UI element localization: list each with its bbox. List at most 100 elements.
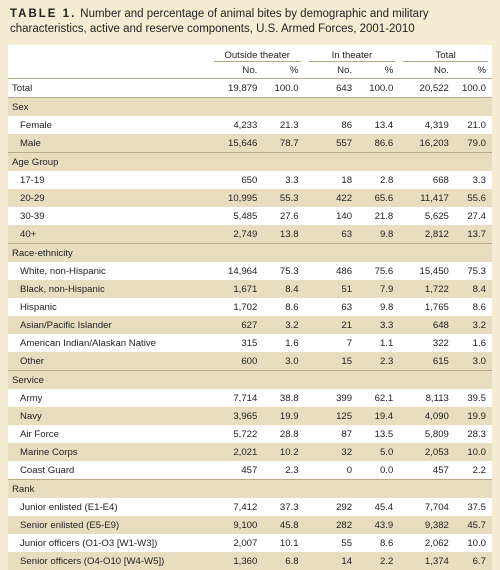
cell-outside-no: 2,007 (209, 534, 264, 552)
row-label: Asian/Pacific Islander (8, 316, 210, 334)
cell-total-pct: 28.3 (454, 425, 492, 443)
cell-inside-pct: 7.9 (358, 280, 400, 298)
row-label: Army (8, 389, 210, 407)
table-row: 20-29 10,995 55.3 422 65.6 11,417 55.6 (8, 189, 492, 207)
cell-outside-pct: 10.1 (263, 534, 305, 552)
row-label: Black, non-Hispanic (8, 280, 210, 298)
cell-total-pct: 3.3 (454, 171, 492, 189)
cell-outside-no: 650 (209, 171, 264, 189)
cell-inside-no: 32 (304, 443, 359, 461)
cell-total-no: 7,704 (399, 498, 455, 516)
cell-inside-no: 140 (304, 207, 359, 225)
cell-inside-no: 55 (304, 534, 359, 552)
cell-inside-no: 557 (304, 134, 359, 153)
cell-total-no: 4,319 (399, 116, 455, 134)
section-title: Age Group (8, 152, 492, 171)
cell-inside-pct: 9.8 (358, 225, 400, 244)
cell-outside-no: 9,100 (209, 516, 264, 534)
header-total: Total (403, 50, 488, 62)
cell-inside-no: 7 (304, 334, 359, 352)
cell-outside-pct: 3.0 (263, 352, 305, 371)
cell-outside-no: 5,722 (209, 425, 264, 443)
row-label: Junior officers (O1-O3 [W1-W3]) (8, 534, 210, 552)
table-row: 30-39 5,485 27.6 140 21.8 5,625 27.4 (8, 207, 492, 225)
cell-outside-pct: 3.2 (263, 316, 305, 334)
cell-outside-no: 315 (209, 334, 264, 352)
cell-total-no: 1,722 (399, 280, 455, 298)
cell-inside-no: 51 (304, 280, 359, 298)
cell-outside-no: 600 (209, 352, 264, 371)
table-row: Navy 3,965 19.9 125 19.4 4,090 19.9 (8, 407, 492, 425)
row-label: 40+ (8, 225, 210, 244)
cell-outside-pct: 8.6 (263, 298, 305, 316)
header-pct: % (358, 63, 400, 79)
row-label: Senior officers (O4-O10 [W4-W5]) (8, 552, 210, 570)
cell-total-no: 16,203 (399, 134, 455, 153)
table-row: Black, non-Hispanic 1,671 8.4 51 7.9 1,722 8.4 (8, 280, 492, 298)
cell-inside-no: 0 (304, 461, 359, 480)
cell-inside-pct: 8.6 (358, 534, 400, 552)
table-row: Marine Corps 2,021 10.2 32 5.0 2,053 10.0 (8, 443, 492, 461)
cell-total-pct: 3.2 (454, 316, 492, 334)
cell-inside-no: 18 (304, 171, 359, 189)
cell-total-no: 15,450 (399, 262, 455, 280)
table-row: Junior officers (O1-O3 [W1-W3]) 2,007 10.1… (8, 534, 492, 552)
section-title: Race-ethnicity (8, 243, 492, 262)
table-row: Asian/Pacific Islander 627 3.2 21 3.3 648 3.2 (8, 316, 492, 334)
cell-total-no: 1,765 (399, 298, 455, 316)
section-header-row: Service (8, 370, 492, 389)
cell-total-no: 5,625 (399, 207, 455, 225)
cell-inside-no: 125 (304, 407, 359, 425)
cell-total-no: 322 (399, 334, 455, 352)
cell-inside-no: 282 (304, 516, 359, 534)
table-row: Senior officers (O4-O10 [W4-W5]) 1,360 6.8… (8, 552, 492, 570)
section-header-row: Rank (8, 479, 492, 498)
cell-outside-pct: 1.6 (263, 334, 305, 352)
row-label: Senior enlisted (E5-E9) (8, 516, 210, 534)
cell-total-pct: 1.6 (454, 334, 492, 352)
cell-total-no: 668 (399, 171, 455, 189)
row-label: Junior enlisted (E1-E4) (8, 498, 210, 516)
cell-inside-pct: 13.5 (358, 425, 400, 443)
table-row: American Indian/Alaskan Native 315 1.6 7 1.1… (8, 334, 492, 352)
cell-inside-no: 63 (304, 298, 359, 316)
row-label: 20-29 (8, 189, 210, 207)
section-title: Sex (8, 97, 492, 116)
table-row: Army 7,714 38.8 399 62.1 8,113 39.5 (8, 389, 492, 407)
data-table: Outside theater In theater Total No. % N… (8, 45, 492, 570)
total-label: Total (8, 78, 210, 98)
table-caption: TABLE 1. Number and percentage of animal … (10, 7, 492, 37)
cell-total-no: 2,812 (399, 225, 455, 244)
header-pct: % (454, 63, 492, 79)
cell-outside-no: 10,995 (209, 189, 264, 207)
total-inside-no: 643 (304, 78, 359, 98)
cell-outside-no: 3,965 (209, 407, 264, 425)
total-outside-no: 19,879 (209, 78, 264, 98)
row-label: 30-39 (8, 207, 210, 225)
table-row: White, non-Hispanic 14,964 75.3 486 75.6 15,4… (8, 262, 492, 280)
cell-outside-no: 4,233 (209, 116, 264, 134)
cell-outside-pct: 19.9 (263, 407, 305, 425)
row-label: American Indian/Alaskan Native (8, 334, 210, 352)
row-label: Marine Corps (8, 443, 210, 461)
cell-total-no: 648 (399, 316, 455, 334)
cell-inside-pct: 0.0 (358, 461, 400, 480)
row-label: 17-19 (8, 171, 210, 189)
cell-inside-no: 422 (304, 189, 359, 207)
cell-outside-pct: 6.8 (263, 552, 305, 570)
cell-outside-pct: 45.8 (263, 516, 305, 534)
cell-inside-pct: 2.2 (358, 552, 400, 570)
table-row: Junior enlisted (E1-E4) 7,412 37.3 292 45.4 7… (8, 498, 492, 516)
cell-total-no: 2,053 (399, 443, 455, 461)
sub-header-row: No. % No. % No. % (8, 63, 492, 79)
header-pct: % (263, 63, 305, 79)
section-header-row: Age Group (8, 152, 492, 171)
cell-inside-no: 63 (304, 225, 359, 244)
cell-total-pct: 13.7 (454, 225, 492, 244)
cell-total-pct: 6.7 (454, 552, 492, 570)
header-outside-theater: Outside theater (213, 50, 301, 62)
table-row: 17-19 650 3.3 18 2.8 668 3.3 (8, 171, 492, 189)
header-in-theater: In theater (308, 50, 396, 62)
cell-inside-pct: 62.1 (358, 389, 400, 407)
cell-outside-pct: 55.3 (263, 189, 305, 207)
